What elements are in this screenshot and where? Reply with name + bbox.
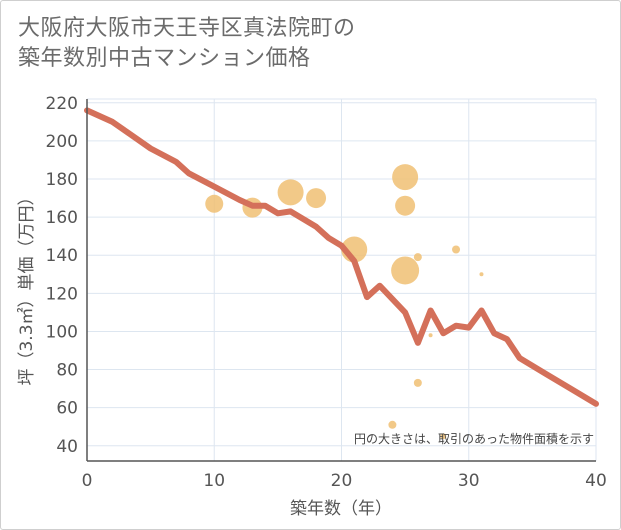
x-axis-label: 築年数（年）: [290, 499, 392, 519]
bubbles: [205, 164, 484, 440]
chart-title: 大阪府大阪市天王寺区真法院町の 築年数別中古マンション価格: [18, 14, 356, 74]
bubble-point: [205, 194, 224, 213]
bubble-point: [277, 179, 304, 206]
axes: [86, 99, 596, 462]
chart-title-line1: 大阪府大阪市天王寺区真法院町の: [18, 16, 356, 41]
y-tick-label: 180: [46, 170, 78, 190]
bubble-point: [395, 195, 416, 216]
bubble-point: [413, 253, 422, 262]
x-tick-label: 40: [585, 471, 607, 491]
y-tick-label: 60: [56, 399, 78, 419]
y-tick-label: 80: [56, 361, 78, 381]
bubble-point: [388, 420, 397, 429]
y-axis-label: 坪（3.3㎡）単価（万円）: [17, 188, 37, 385]
bubble-point: [392, 164, 419, 191]
x-tick-label: 0: [82, 471, 93, 491]
x-tick-label: 30: [458, 471, 480, 491]
y-tick-label: 120: [46, 284, 78, 304]
bubble-point: [440, 433, 447, 440]
tick-labels: 0 10 20 30 40 40 60 80 100 120 140 160 180 200 220: [46, 94, 607, 491]
x-tick-label: 20: [331, 471, 353, 491]
bubble-point: [428, 333, 433, 338]
x-tick-label: 10: [203, 471, 225, 491]
trend-line: [84, 107, 599, 407]
bubble-point: [479, 272, 484, 277]
bubble-point: [413, 378, 422, 387]
y-tick-label: 100: [46, 322, 78, 342]
y-tick-label: 160: [46, 208, 78, 228]
y-tick-label: 140: [46, 246, 78, 266]
bubble-point: [306, 188, 327, 209]
bubble-point: [452, 245, 461, 254]
size-note: 円の大きさは、取引のあった物件面積を示す: [354, 431, 594, 446]
y-tick-label: 200: [46, 132, 78, 152]
bubble-point: [391, 256, 420, 285]
y-tick-label: 40: [56, 437, 78, 457]
chart-title-line2: 築年数別中古マンション価格: [18, 46, 311, 71]
y-tick-label: 220: [46, 94, 78, 114]
